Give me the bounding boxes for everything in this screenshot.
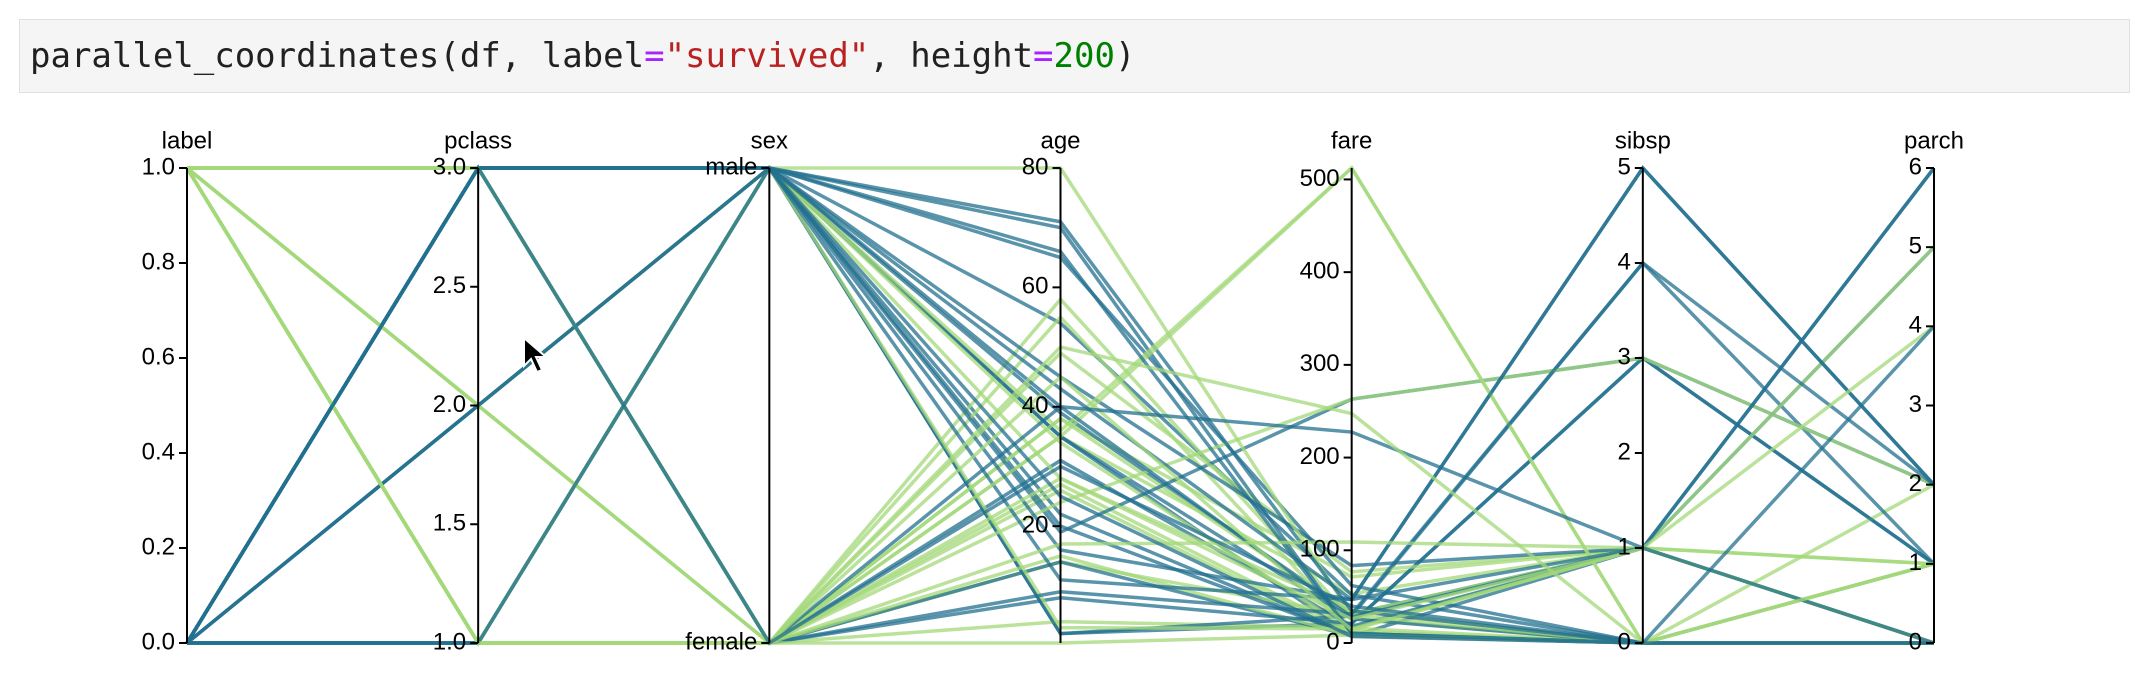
tick-label: female xyxy=(685,628,757,655)
code-token: = xyxy=(1033,36,1054,76)
tick-label: 200 xyxy=(1300,443,1340,470)
tick-label: 1 xyxy=(1909,549,1922,576)
tick-label: 20 xyxy=(1022,511,1049,538)
tick-label: 2.0 xyxy=(433,391,466,418)
tick-label: 1 xyxy=(1617,533,1630,560)
tick-label: 6 xyxy=(1909,153,1922,180)
tick-label: 500 xyxy=(1300,165,1340,192)
tick-label: 4 xyxy=(1909,312,1922,339)
tick-label: 1.0 xyxy=(142,153,175,180)
axis-title: pclass xyxy=(444,127,512,154)
code-token: ) xyxy=(1114,36,1136,76)
tick-label: 2.5 xyxy=(433,272,466,299)
tick-label: 1.5 xyxy=(433,510,466,537)
tick-label: male xyxy=(705,153,757,180)
tick-label: 0 xyxy=(1326,628,1339,655)
tick-label: 3 xyxy=(1617,343,1630,370)
tick-label: 80 xyxy=(1022,153,1049,180)
tick-label: 3 xyxy=(1909,391,1922,418)
tick-label: 5 xyxy=(1617,153,1630,180)
tick-label: 0.6 xyxy=(142,343,175,370)
code-token: , height xyxy=(869,36,1034,76)
tick-label: 3.0 xyxy=(433,153,466,180)
axis-title: parch xyxy=(1904,127,1964,154)
tick-label: 0.0 xyxy=(142,628,175,655)
axis-title: age xyxy=(1040,127,1080,154)
tick-label: 0 xyxy=(1617,628,1630,655)
axis-title: label xyxy=(162,127,213,154)
code-token: parallel_coordinates(df, label xyxy=(30,36,645,76)
axis-title: fare xyxy=(1331,127,1372,154)
tick-label: 0.8 xyxy=(142,248,175,275)
tick-label: 0.4 xyxy=(142,438,175,465)
tick-label: 300 xyxy=(1300,350,1340,377)
tick-label: 40 xyxy=(1022,392,1049,419)
code-cell[interactable]: parallel_coordinates(df, label="survived… xyxy=(19,19,2130,93)
tick-label: 5 xyxy=(1909,233,1922,260)
code-token: = xyxy=(644,36,665,76)
axes: label 0.0 0.2 0.4 0.6 0.8 1.0 pclass 1.0 1.5 2.0 2.… xyxy=(142,127,1964,655)
tick-label: 0.2 xyxy=(142,533,175,560)
axis-title: sex xyxy=(751,127,788,154)
tick-label: 4 xyxy=(1617,248,1630,275)
tick-label: 0 xyxy=(1909,628,1922,655)
tick-label: 2 xyxy=(1617,438,1630,465)
tick-label: 400 xyxy=(1300,257,1340,284)
code-token: "survived" xyxy=(664,36,870,76)
tick-label: 2 xyxy=(1909,470,1922,497)
tick-label: 100 xyxy=(1300,536,1340,563)
tick-label: 1.0 xyxy=(433,628,466,655)
tick-label: 60 xyxy=(1022,273,1049,300)
axis-title: sibsp xyxy=(1615,127,1671,154)
code-token: 200 xyxy=(1053,36,1115,76)
